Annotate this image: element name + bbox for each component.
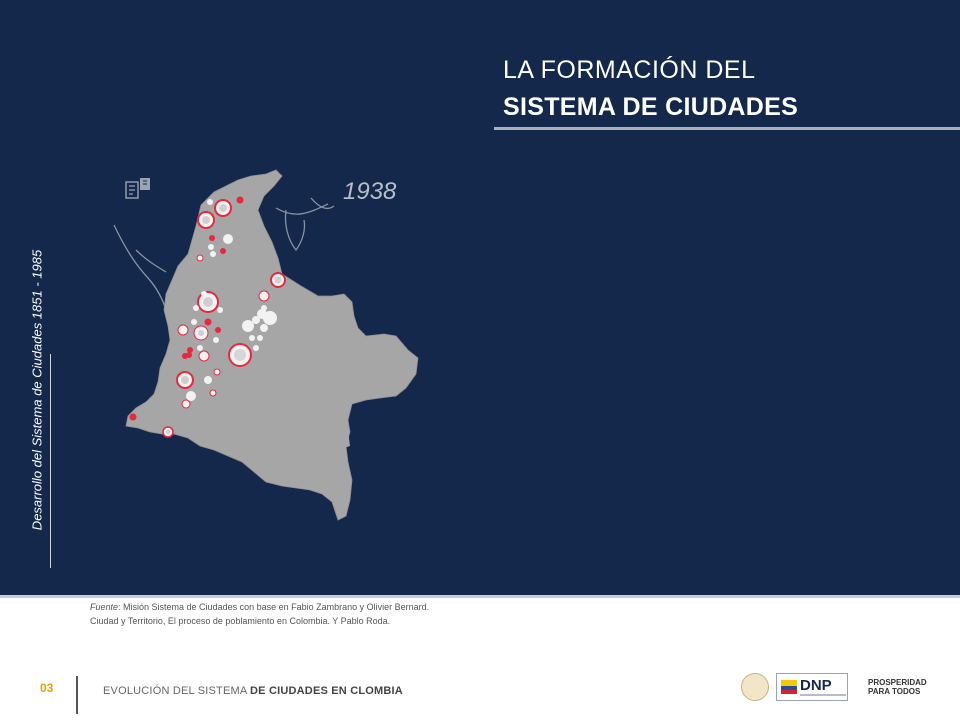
- colombia-flag-icon: [781, 680, 797, 694]
- source-text1: : Misión Sistema de Ciudades con base en…: [118, 602, 430, 612]
- city-marker: [187, 347, 193, 353]
- city-marker: [219, 204, 227, 212]
- side-label: Desarrollo del Sistema de Ciudades 1851 …: [29, 249, 45, 531]
- footer-caption-bold: DE CIUDADES EN CLOMBIA: [250, 685, 403, 697]
- map-detail: [341, 430, 350, 448]
- dnp-logo: DNP: [776, 673, 848, 701]
- city-marker: [242, 320, 254, 332]
- source-line1: Fuente: Misión Sistema de Ciudades con b…: [90, 600, 650, 614]
- dnp-logo-text: DNP: [800, 677, 832, 694]
- colombia-map: [96, 150, 436, 530]
- city-marker: [166, 430, 170, 434]
- city-marker: [215, 327, 221, 333]
- side-divider: [50, 354, 51, 568]
- city-marker: [234, 349, 246, 361]
- colombia-shape: [125, 169, 419, 521]
- city-marker: [223, 234, 233, 244]
- city-marker: [129, 413, 137, 421]
- city-marker: [209, 235, 215, 241]
- city-marker: [177, 324, 189, 336]
- prosperidad-logo-line2: PARA TODOS: [868, 687, 921, 696]
- city-marker: [261, 305, 267, 311]
- city-marker: [181, 376, 189, 384]
- neighbor-borders: [113, 197, 335, 311]
- footer-caption: EVOLUCIÓN DEL SISTEMA DE CIUDADES EN CLO…: [103, 685, 403, 697]
- footer-divider: [76, 676, 78, 714]
- source-line2: Ciudad y Territorio, El proceso de pobla…: [90, 616, 391, 626]
- city-marker: [213, 337, 219, 343]
- city-marker: [191, 319, 197, 325]
- prosperidad-logo: PROSPERIDAD PARA TODOS: [868, 678, 927, 696]
- dnp-logo-subline: [800, 694, 846, 696]
- city-marker: [181, 399, 191, 409]
- city-marker: [204, 376, 212, 384]
- city-marker: [249, 335, 255, 341]
- prosperidad-logo-line1: PROSPERIDAD: [868, 678, 927, 687]
- city-marker: [182, 353, 188, 359]
- city-marker: [202, 216, 210, 224]
- city-marker: [260, 324, 268, 332]
- city-marker: [193, 305, 199, 311]
- page-number: 03: [40, 681, 54, 695]
- city-marker: [198, 330, 204, 336]
- source-label: Fuente: [90, 602, 119, 612]
- city-marker: [258, 290, 270, 302]
- city-marker: [207, 199, 213, 205]
- footer-caption-regular: EVOLUCIÓN DEL SISTEMA: [103, 685, 251, 697]
- city-markers: [129, 196, 286, 438]
- city-marker: [274, 276, 282, 284]
- city-marker: [204, 318, 212, 326]
- city-marker: [217, 307, 223, 313]
- colombia-seal-icon: [741, 673, 769, 701]
- city-marker: [208, 244, 214, 250]
- source-note: Fuente: Misión Sistema de Ciudades con b…: [90, 600, 650, 628]
- city-marker: [252, 316, 260, 324]
- city-marker: [196, 254, 204, 262]
- city-marker: [186, 391, 196, 401]
- city-marker: [209, 389, 217, 397]
- city-marker: [197, 345, 203, 351]
- city-marker: [220, 248, 226, 254]
- title-underline: [494, 127, 960, 130]
- city-marker: [257, 335, 263, 341]
- slide-title-line2: SISTEMA DE CIUDADES: [503, 93, 799, 121]
- city-marker: [253, 345, 259, 351]
- city-marker: [263, 311, 277, 325]
- slide-panel: [0, 0, 960, 595]
- newspaper-icon: [125, 178, 150, 199]
- city-marker: [201, 291, 207, 297]
- panel-shadow: [0, 595, 960, 598]
- city-marker: [236, 196, 244, 204]
- city-marker: [198, 350, 210, 362]
- city-marker: [213, 368, 221, 376]
- slide-title-line1: LA FORMACIÓN DEL: [503, 56, 756, 84]
- map-year-label: 1938: [343, 178, 397, 205]
- city-marker: [210, 251, 216, 257]
- city-marker: [203, 297, 213, 307]
